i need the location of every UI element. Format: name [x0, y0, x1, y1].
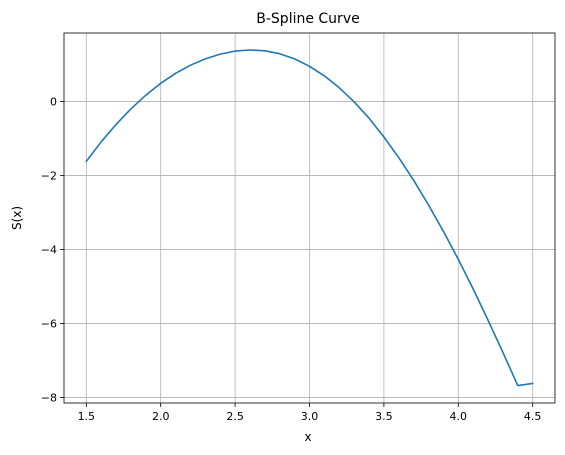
x-tick-label: 4.5 — [524, 410, 542, 423]
x-tick-label: 3.5 — [375, 410, 393, 423]
x-tick-label: 1.5 — [78, 410, 96, 423]
x-axis: 1.5 2.0 2.5 3.0 3.5 4.0 4.5 — [78, 403, 542, 423]
y-tick-label: 0 — [50, 95, 57, 108]
grid — [64, 33, 555, 403]
spline-series-line — [85, 49, 534, 387]
y-axis-label: S(x) — [10, 206, 24, 230]
y-axis: −8 −6 −4 −2 0 — [41, 95, 64, 404]
chart-title: B-Spline Curve — [256, 11, 359, 27]
x-tick-label: 3.0 — [301, 410, 319, 423]
y-tick-label: −8 — [41, 391, 57, 404]
x-axis-label: x — [304, 430, 311, 444]
x-tick-label: 2.0 — [152, 410, 170, 423]
x-tick-label: 2.5 — [226, 410, 244, 423]
y-tick-label: −6 — [41, 317, 57, 330]
y-tick-label: −2 — [41, 169, 57, 182]
y-tick-label: −4 — [41, 243, 57, 256]
x-tick-label: 4.0 — [450, 410, 468, 423]
series-layer — [85, 49, 534, 387]
